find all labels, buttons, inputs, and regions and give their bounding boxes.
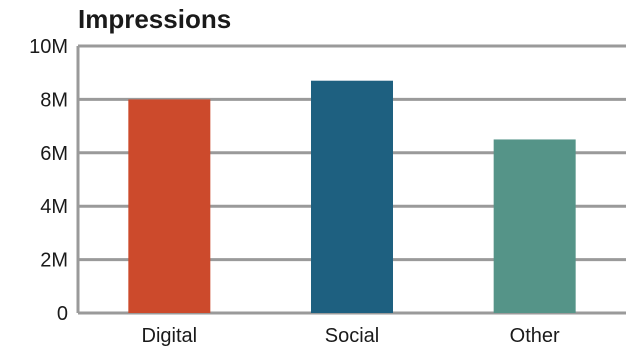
y-tick-label: 10M (29, 36, 68, 58)
x-category-label: Digital (142, 325, 198, 347)
y-tick-label: 8M (40, 89, 68, 111)
chart-title: Impressions (78, 4, 231, 34)
y-axis-tick-labels: 0 2M 4M 6M 8M 10M (29, 36, 68, 325)
y-tick-label: 0 (57, 303, 68, 325)
bar-social (311, 80, 393, 314)
y-tick-label: 6M (40, 143, 68, 165)
bar-digital (128, 99, 211, 314)
bars (128, 80, 576, 314)
y-tick-label: 2M (40, 250, 68, 272)
x-axis-category-labels: Digital Social Other (142, 325, 560, 347)
x-category-label: Social (325, 325, 379, 347)
x-category-label: Other (510, 325, 560, 347)
bar-other (493, 139, 576, 313)
y-tick-label: 4M (40, 196, 68, 218)
